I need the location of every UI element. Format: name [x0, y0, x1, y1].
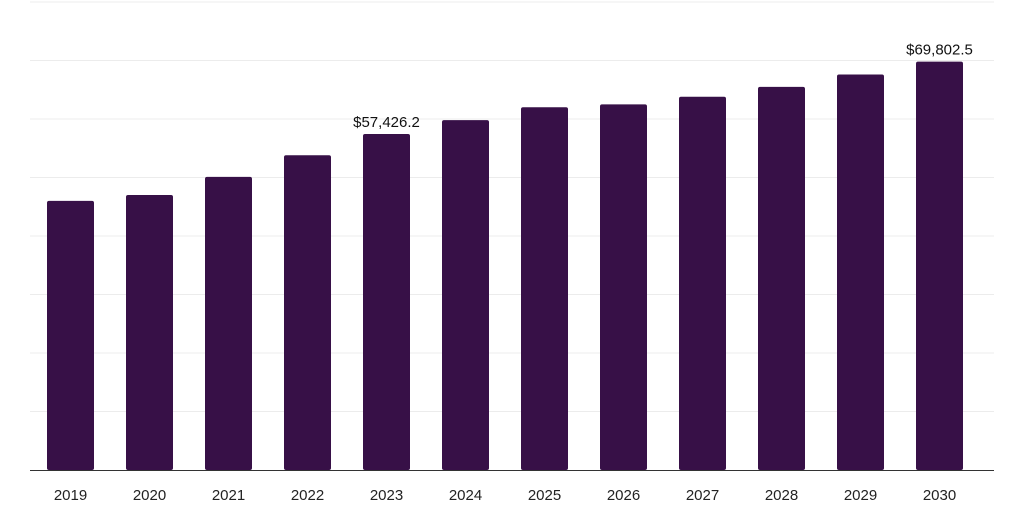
- data-labels: $57,426.2 $69,802.5: [353, 42, 973, 131]
- x-tick-label-2029: 2029: [844, 487, 877, 504]
- x-tick-label-2022: 2022: [291, 487, 324, 504]
- bar-2019: [47, 200, 94, 470]
- x-tick-label-2021: 2021: [212, 487, 245, 504]
- x-axis-tick-labels: 2019 2020 2021 2022 2023 2024 2025 2026 2027 2028…: [54, 487, 956, 504]
- bar-2022: [284, 155, 331, 470]
- bar-2028: [758, 86, 805, 470]
- bar-2020: [126, 195, 173, 471]
- x-tick-label-2025: 2025: [528, 487, 561, 504]
- x-tick-label-2028: 2028: [765, 487, 798, 504]
- data-label-2030: $69,802.5: [906, 42, 973, 59]
- bars: [47, 61, 963, 471]
- data-label-2023: $57,426.2: [353, 114, 420, 131]
- bar-2029: [837, 74, 884, 470]
- x-tick-label-2030: 2030: [923, 487, 956, 504]
- bar-2027: [679, 96, 726, 471]
- bar-2023: [363, 134, 410, 470]
- x-tick-label-2019: 2019: [54, 487, 87, 504]
- gridlines: [30, 1, 994, 412]
- x-tick-label-2020: 2020: [133, 487, 166, 504]
- x-tick-label-2027: 2027: [686, 487, 719, 504]
- bar-2025: [521, 107, 568, 471]
- x-tick-label-2023: 2023: [370, 487, 403, 504]
- bar-2030: [916, 61, 963, 471]
- x-tick-label-2026: 2026: [607, 487, 640, 504]
- bar-2024: [442, 120, 489, 471]
- bar-2021: [205, 176, 252, 471]
- x-tick-label-2024: 2024: [449, 487, 482, 504]
- bar-2026: [600, 104, 647, 470]
